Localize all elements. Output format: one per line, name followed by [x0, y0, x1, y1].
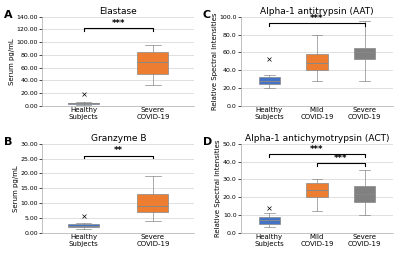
Text: C: C [203, 10, 211, 20]
Y-axis label: Serum pg/mL: Serum pg/mL [9, 38, 15, 85]
Text: ***: *** [334, 154, 348, 163]
PathPatch shape [137, 194, 168, 212]
Title: Elastase: Elastase [100, 7, 137, 16]
Text: A: A [4, 10, 13, 20]
Title: Granzyme B: Granzyme B [90, 134, 146, 143]
PathPatch shape [306, 54, 328, 70]
Text: D: D [203, 137, 212, 147]
PathPatch shape [259, 77, 280, 84]
PathPatch shape [259, 217, 280, 224]
Y-axis label: Relative Spectral Intensities: Relative Spectral Intensities [216, 139, 222, 237]
Text: ***: *** [310, 145, 324, 154]
PathPatch shape [68, 224, 99, 227]
Y-axis label: Serum pg/mL: Serum pg/mL [13, 165, 19, 212]
PathPatch shape [68, 103, 99, 104]
Text: ***: *** [112, 19, 125, 28]
Y-axis label: Relative Spectral Intensities: Relative Spectral Intensities [212, 12, 218, 110]
PathPatch shape [306, 183, 328, 197]
Text: ***: *** [310, 13, 324, 23]
Text: B: B [4, 137, 12, 147]
PathPatch shape [354, 48, 375, 59]
Text: **: ** [114, 146, 123, 155]
PathPatch shape [354, 186, 375, 202]
PathPatch shape [137, 52, 168, 74]
Title: Alpha-1 antitrypsin (AAT): Alpha-1 antitrypsin (AAT) [260, 7, 374, 16]
Title: Alpha-1 antichymotrypsin (ACT): Alpha-1 antichymotrypsin (ACT) [245, 134, 389, 143]
